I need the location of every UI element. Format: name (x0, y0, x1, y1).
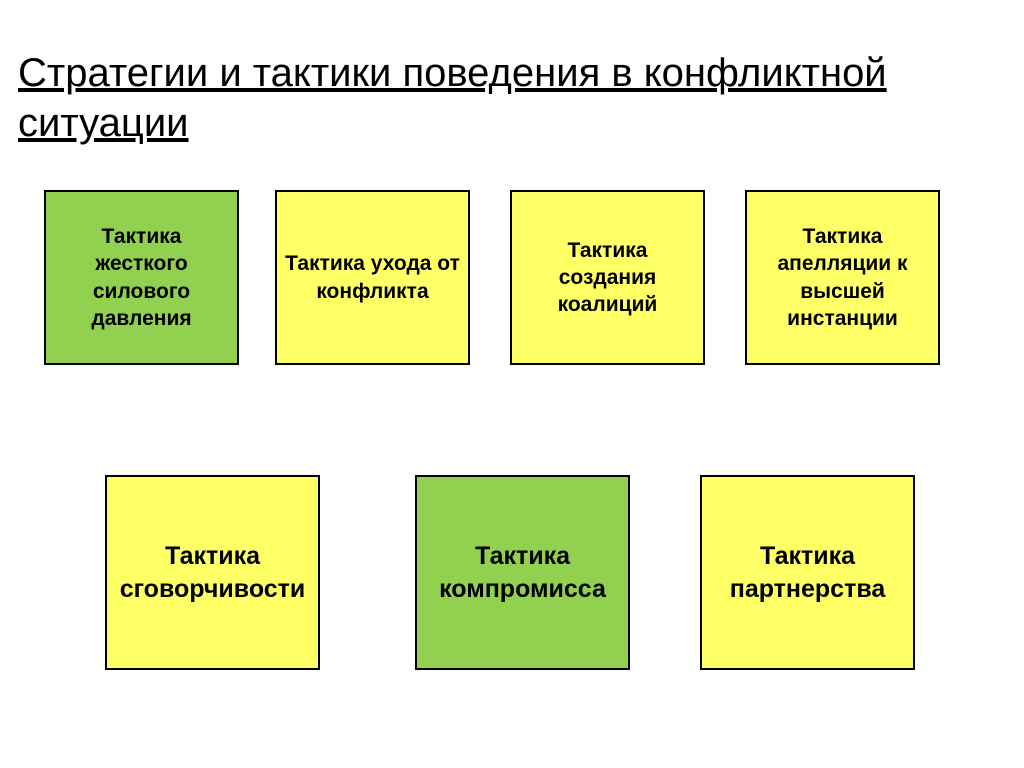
tactic-label: Тактика создания коалиций (520, 237, 695, 319)
tactic-label: Тактика компромисса (425, 540, 620, 605)
tactic-label: Тактика ухода от конфликта (285, 250, 460, 305)
tactic-box-appeal: Тактика апелляции к высшей инстанции (745, 190, 940, 365)
tactic-box-coalition: Тактика создания коалиций (510, 190, 705, 365)
slide-title: Стратегии и тактики поведения в конфликт… (18, 48, 1024, 148)
tactic-label: Тактика апелляции к высшей инстанции (755, 223, 930, 332)
tactic-box-avoidance: Тактика ухода от конфликта (275, 190, 470, 365)
tactic-box-partnership: Тактика партнерства (700, 475, 915, 670)
tactic-box-compromise: Тактика компромисса (415, 475, 630, 670)
tactic-label: Тактика жесткого силового давления (54, 223, 229, 332)
tactic-label: Тактика партнерства (710, 540, 905, 605)
tactic-box-compliance: Тактика сговорчивости (105, 475, 320, 670)
tactic-label: Тактика сговорчивости (115, 540, 310, 605)
tactic-box-hard-pressure: Тактика жесткого силового давления (44, 190, 239, 365)
